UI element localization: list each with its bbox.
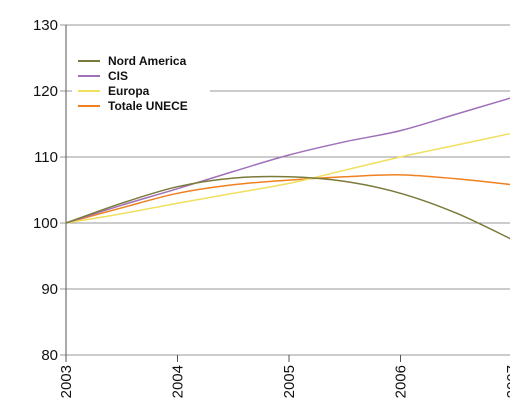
legend-label: Nord America — [108, 54, 187, 68]
legend-label: CIS — [108, 69, 128, 83]
y-tick-label: 120 — [33, 83, 58, 100]
x-tick-label: 2007 — [504, 365, 510, 398]
y-tick-label: 130 — [33, 17, 58, 34]
x-tick-label: 2006 — [393, 365, 410, 398]
y-tick-label: 110 — [34, 149, 58, 166]
series-line-cis — [65, 97, 510, 224]
x-tick-label: 2005 — [281, 365, 298, 398]
axes: 80 90 100 110 120 130 2003 2004 2005 2006 2007 — [33, 17, 510, 398]
series-line-nord-america — [65, 175, 510, 240]
legend-label: Totale UNECE — [108, 99, 188, 113]
x-tick-label: 2003 — [58, 365, 75, 398]
x-tick-label: 2004 — [170, 365, 187, 398]
series-line-totale-unece — [65, 174, 510, 224]
y-tick-label: 80 — [41, 347, 58, 364]
legend-label: Europa — [108, 84, 150, 98]
series-line-europa — [65, 132, 510, 224]
y-tick-label: 100 — [33, 215, 58, 232]
y-tick-label: 90 — [41, 281, 58, 298]
series-lines — [65, 97, 510, 240]
